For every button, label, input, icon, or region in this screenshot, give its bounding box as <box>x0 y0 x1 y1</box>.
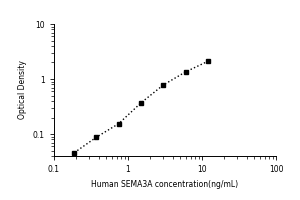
X-axis label: Human SEMA3A concentration(ng/mL): Human SEMA3A concentration(ng/mL) <box>92 180 238 189</box>
Y-axis label: Optical Density: Optical Density <box>18 61 27 119</box>
